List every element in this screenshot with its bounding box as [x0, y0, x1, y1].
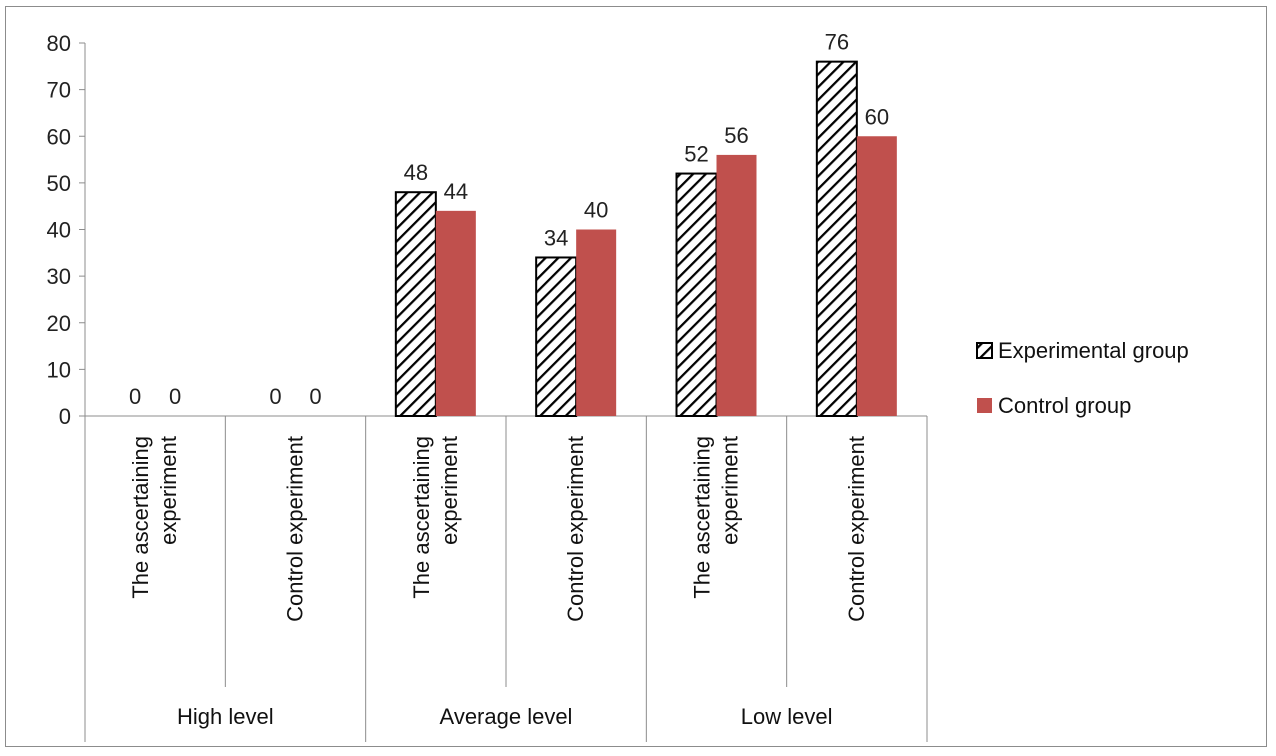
- bar-experimental: [394, 191, 437, 417]
- category-label: The ascertaining experiment: [128, 436, 181, 599]
- bar-control: [856, 136, 897, 416]
- data-label: 34: [544, 225, 568, 250]
- category-label-line: The ascertaining: [128, 436, 153, 599]
- legend-label: Experimental group: [998, 338, 1189, 363]
- data-label: 60: [865, 104, 889, 129]
- data-label: 0: [309, 384, 321, 409]
- bar-experimental: [815, 60, 858, 418]
- bar-control: [576, 229, 617, 416]
- category-label-line: Control experiment: [844, 436, 869, 622]
- data-label: 56: [724, 123, 748, 148]
- data-label: 0: [169, 384, 181, 409]
- legend: Experimental group Control group: [976, 338, 1189, 418]
- bar-experimental: [675, 172, 718, 417]
- data-label: 0: [269, 384, 281, 409]
- chart-frame: [5, 6, 1267, 747]
- category-label: The ascertaining experiment: [409, 436, 462, 599]
- axes: [79, 42, 928, 742]
- category-label: Control experiment: [844, 436, 869, 622]
- group-label: Low level: [741, 704, 833, 729]
- legend-swatch: [976, 342, 993, 359]
- data-label: 40: [584, 198, 608, 223]
- category-label: The ascertaining experiment: [690, 436, 743, 599]
- legend-label: Control group: [998, 393, 1131, 418]
- y-tick-label: 60: [47, 124, 71, 149]
- bar-control: [435, 210, 476, 416]
- data-label: 52: [684, 142, 708, 167]
- category-label-line: experiment: [437, 436, 462, 545]
- y-tick-label: 10: [47, 357, 71, 382]
- group-label: Average level: [440, 704, 573, 729]
- y-tick-label: 0: [59, 404, 71, 429]
- data-label: 76: [825, 30, 849, 55]
- category-label: Control experiment: [283, 436, 308, 622]
- category-label: Control experiment: [563, 436, 588, 622]
- y-tick-label: 20: [47, 311, 71, 336]
- category-label-line: Control experiment: [283, 436, 308, 622]
- bar-control: [716, 154, 757, 416]
- category-label-line: experiment: [156, 436, 181, 545]
- group-label: High level: [177, 704, 274, 729]
- category-label-line: The ascertaining: [690, 436, 715, 599]
- data-label: 0: [129, 384, 141, 409]
- data-label: 48: [404, 160, 428, 185]
- y-tick-label: 80: [47, 31, 71, 56]
- category-label-line: Control experiment: [563, 436, 588, 622]
- data-label: 44: [444, 179, 468, 204]
- category-label-line: The ascertaining: [409, 436, 434, 599]
- y-tick-label: 40: [47, 218, 71, 243]
- y-tick-label: 30: [47, 264, 71, 289]
- bar-experimental: [535, 256, 578, 417]
- y-tick-label: 70: [47, 78, 71, 103]
- legend-swatch: [977, 398, 992, 413]
- bars: [394, 60, 897, 418]
- category-label-line: experiment: [718, 436, 743, 545]
- y-tick-label: 50: [47, 171, 71, 196]
